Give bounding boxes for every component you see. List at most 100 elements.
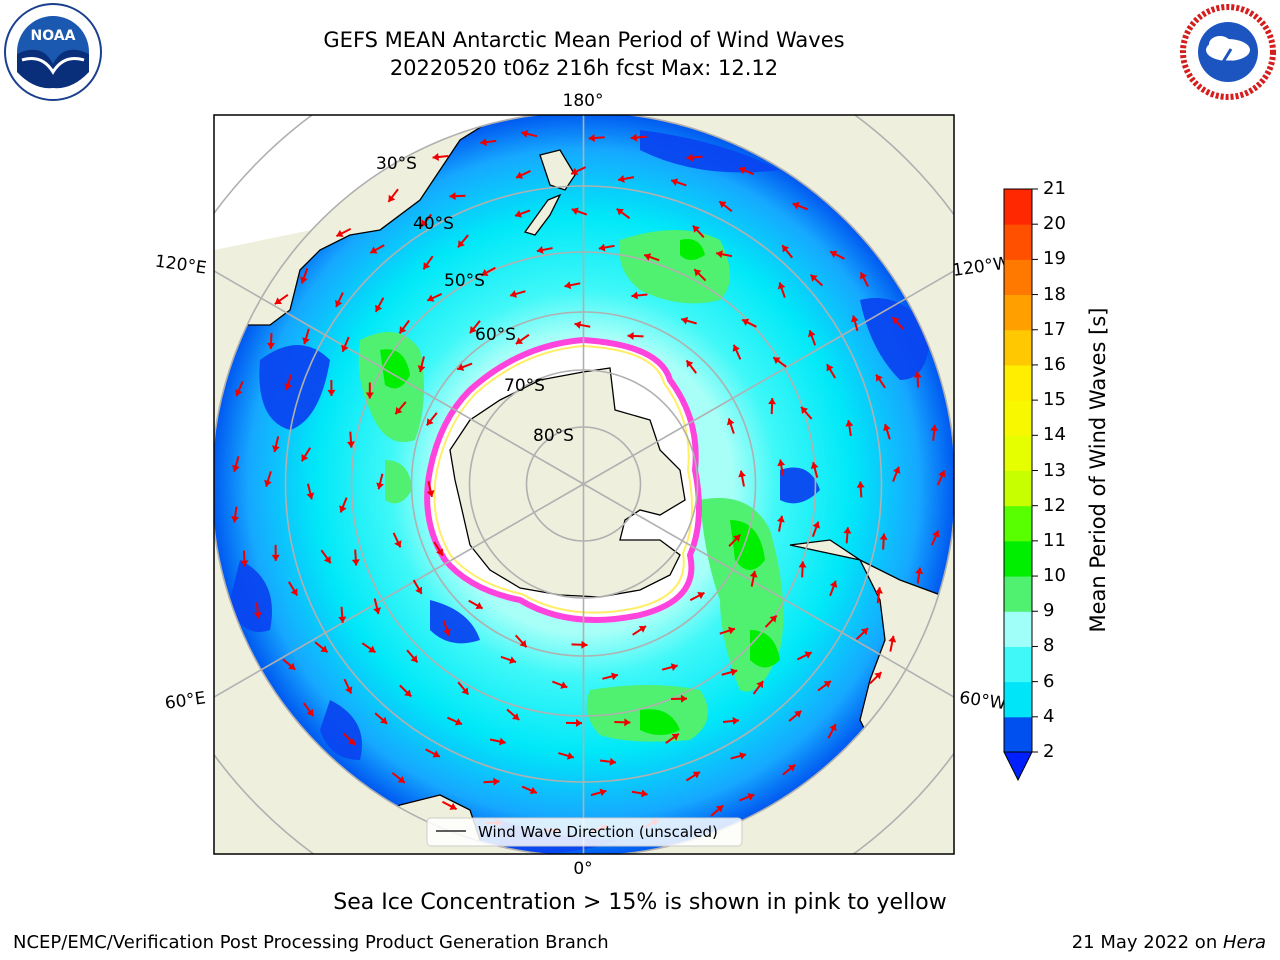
wind-wave-arrow-head	[830, 250, 838, 258]
wind-wave-arrow-head	[432, 153, 439, 162]
wind-wave-arrow-head	[609, 757, 617, 766]
wind-wave-arrow-head	[850, 315, 859, 323]
wind-wave-arrow-head	[370, 246, 378, 254]
wind-wave-arrow-head	[930, 424, 939, 432]
wind-wave-arrow-head	[716, 250, 723, 259]
sea-ice-note: Sea Ice Concentration > 15% is shown in …	[333, 890, 947, 915]
wind-wave-arrow-head	[271, 554, 280, 561]
colorbar-tick-label: 6	[1043, 670, 1055, 692]
wind-wave-arrow-head	[338, 616, 347, 623]
wind-wave-arrow-head	[575, 718, 582, 727]
wind-wave-arrow-head	[794, 710, 802, 718]
wind-wave-arrow-head	[284, 383, 292, 390]
wind-wave-arrow-head	[876, 374, 883, 382]
wind-wave-arrow-head	[883, 424, 891, 431]
noaa-logo-text: NOAA	[31, 28, 76, 44]
wind-wave-arrow-head	[638, 626, 647, 633]
wind-wave-arrow-head	[499, 737, 506, 746]
wind-wave-arrow-head	[879, 533, 888, 540]
colorbar-tick-label: 13	[1043, 459, 1066, 481]
wind-wave-arrow-head	[812, 521, 821, 529]
wind-wave-arrow-head	[829, 724, 837, 732]
wind-wave-arrow-head	[686, 360, 694, 368]
wind-wave-arrow-head	[728, 626, 735, 635]
wind-wave-arrow-head	[611, 672, 618, 681]
wind-wave-arrow-head	[644, 253, 652, 261]
wind-wave-arrow-head	[351, 559, 360, 566]
colorbar-tick-label: 17	[1043, 318, 1066, 340]
colorbar-tick-label: 4	[1043, 705, 1055, 727]
noaa-logo: NOAA	[4, 3, 102, 101]
graticule	[214, 115, 954, 854]
wind-wave-arrow-head	[616, 208, 624, 216]
wind-wave-arrow-head	[892, 466, 901, 474]
wind-wave-arrow-head	[521, 129, 529, 138]
wind-wave-arrow-head	[373, 607, 381, 615]
wind-wave-arrow-head	[423, 262, 431, 270]
colorbar-tick-label: 12	[1043, 494, 1066, 516]
wind-wave-arrow-head	[348, 737, 356, 745]
chart-subtitle: 20220520 t06z 216h fcst Max: 12.12	[389, 56, 779, 80]
wind-wave-arrow-head	[732, 344, 740, 352]
wind-wave-arrow-head	[536, 246, 544, 254]
chart-title: GEFS MEAN Antarctic Mean Period of Wind …	[323, 28, 845, 52]
wind-wave-arrow-head	[432, 750, 440, 758]
wind-wave-arrow-head	[436, 548, 443, 556]
wind-wave-arrow-head	[515, 171, 524, 179]
wind-wave-arrow-head	[627, 332, 634, 341]
wind-wave-arrow-head	[571, 167, 579, 176]
wind-wave-arrow-head	[320, 645, 328, 653]
wind-wave-arrow-head	[376, 482, 384, 490]
lon-label-60e: 60°E	[164, 688, 207, 713]
wind-wave-arrow-head	[732, 716, 739, 725]
wind-wave-arrow-head	[874, 672, 882, 680]
wind-wave-arrow-head	[274, 297, 283, 305]
colorbar-segment	[1004, 470, 1032, 507]
wind-wave-arrow-head	[859, 272, 868, 280]
wind-wave-arrow-head	[300, 276, 308, 284]
wind-wave-arrow-head	[231, 516, 240, 523]
wind-wave-arrow-head	[336, 229, 344, 237]
wind-wave-arrow-head	[892, 317, 900, 325]
wind-wave-arrow-head	[692, 771, 700, 779]
wind-wave-arrow-head	[510, 290, 517, 298]
wind-wave-arrow-head	[365, 392, 374, 399]
wind-wave-arrow-head	[768, 398, 777, 405]
wind-wave-arrow-head	[571, 207, 579, 216]
colorbar-segment	[1004, 540, 1032, 577]
wind-wave-arrow-head	[680, 694, 688, 703]
wind-wave-arrow-head	[875, 587, 883, 594]
wind-wave-arrow-head	[777, 459, 786, 467]
lon-label-top: 180°	[563, 91, 604, 111]
wind-wave-arrow-head	[588, 134, 595, 142]
sea-ice-inner-edge	[433, 344, 693, 614]
wind-wave-arrow-head	[742, 318, 750, 326]
lat-label-70s: 70°S	[504, 376, 545, 396]
lon-label-120w: 120°W	[951, 253, 1011, 281]
wind-wave-arrow-head	[845, 420, 854, 427]
wind-wave-arrow-head	[264, 479, 272, 487]
wind-wave-arrow-head	[560, 681, 568, 689]
wind-wave-arrow-head	[399, 326, 407, 334]
wind-wave-arrow-head	[888, 635, 897, 643]
wind-wave-arrow-head	[671, 733, 679, 741]
wind-wave-arrow-head	[323, 555, 331, 564]
wind-wave-arrow-head	[829, 580, 838, 588]
wind-wave-arrow-head	[810, 274, 818, 282]
wind-wave-arrow-head	[335, 299, 343, 307]
credit-left: NCEP/EMC/Verification Post Processing Pr…	[13, 932, 609, 953]
colorbar-segment	[1004, 505, 1032, 542]
colorbar-tick-label: 21	[1043, 178, 1066, 199]
antarctica	[449, 367, 686, 598]
colorbar-tick-label: 15	[1043, 389, 1066, 411]
lon-label-120e: 120°E	[154, 252, 208, 279]
wind-wave-arrow-head	[449, 192, 456, 201]
wind-wave-arrow-head	[515, 337, 524, 344]
wind-wave-arrow-head	[719, 201, 727, 209]
wind-wave-arrow-head	[341, 344, 349, 352]
wind-wave-arrow-head	[769, 615, 777, 623]
colorbar-tick-label: 16	[1043, 353, 1066, 375]
wind-wave-arrow-head	[514, 210, 522, 218]
wind-wave-arrow-head	[624, 718, 631, 727]
